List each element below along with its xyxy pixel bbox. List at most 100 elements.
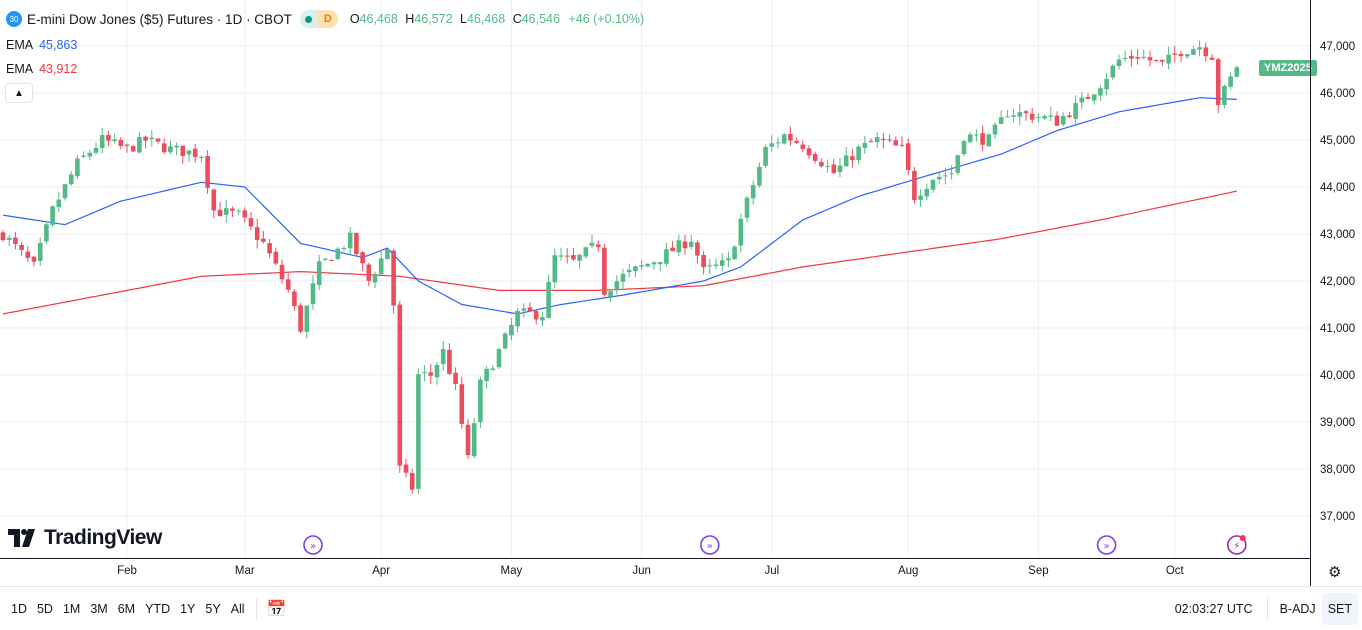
candle-body bbox=[155, 138, 161, 142]
range-ytd[interactable]: YTD bbox=[145, 601, 171, 616]
utc-clock[interactable]: 02:03:27 UTC bbox=[1174, 601, 1253, 616]
ema-fast-legend[interactable]: EMA 45,863 bbox=[6, 38, 77, 52]
candle-body bbox=[633, 266, 638, 272]
candle-body bbox=[664, 249, 669, 264]
candle-body bbox=[831, 164, 837, 173]
candle-body bbox=[1005, 116, 1010, 118]
candle-body bbox=[1197, 47, 1202, 50]
candle-body bbox=[595, 244, 601, 248]
candle-body bbox=[385, 249, 390, 260]
market-status-pill[interactable]: D bbox=[299, 10, 338, 28]
candle-body bbox=[1147, 57, 1153, 61]
candle-body bbox=[757, 166, 762, 186]
collapse-legend-button[interactable]: ▲ bbox=[5, 83, 33, 103]
candle-body bbox=[713, 264, 719, 267]
candle-body bbox=[298, 305, 303, 332]
time-tick-label: Mar bbox=[234, 565, 255, 577]
candle-body bbox=[726, 258, 731, 261]
candle-body bbox=[149, 137, 155, 140]
back-adjust-toggle[interactable]: B-ADJ bbox=[1279, 601, 1316, 616]
candle-body bbox=[37, 242, 43, 262]
candle-body bbox=[583, 247, 589, 257]
open-value: 46,468 bbox=[359, 12, 398, 26]
range-1y[interactable]: 1Y bbox=[180, 601, 196, 616]
candle-body bbox=[254, 227, 260, 241]
candle-body bbox=[1222, 85, 1227, 105]
range-1d[interactable]: 1D bbox=[11, 601, 27, 616]
candle-body bbox=[378, 258, 384, 275]
candle-body bbox=[31, 256, 37, 262]
candle-body bbox=[676, 240, 682, 253]
candle-body bbox=[750, 185, 756, 199]
candle-body bbox=[589, 242, 595, 246]
dividend-icon-glyph: » bbox=[1104, 541, 1110, 552]
candle-body bbox=[980, 133, 985, 145]
candle-body bbox=[1160, 59, 1165, 62]
candle-body bbox=[422, 372, 427, 374]
candle-body bbox=[1011, 115, 1016, 117]
candle-body bbox=[440, 348, 446, 365]
candle-body bbox=[112, 139, 117, 142]
candle-body bbox=[223, 208, 229, 215]
candle-body bbox=[304, 305, 310, 332]
price-tick-label: 39,000 bbox=[1320, 417, 1355, 429]
candle-body bbox=[1184, 54, 1190, 57]
session-toggle[interactable]: SET bbox=[1321, 592, 1358, 625]
candle-body bbox=[850, 156, 855, 161]
settings-gear-icon[interactable]: ⚙ bbox=[1328, 564, 1342, 581]
divider bbox=[255, 597, 257, 620]
candle-body bbox=[812, 154, 818, 161]
symbol-title[interactable]: E-mini Dow Jones ($5) Futures · 1D · CBO… bbox=[27, 11, 292, 27]
candle-body bbox=[571, 255, 576, 260]
range-all[interactable]: All bbox=[230, 601, 245, 616]
candle-body bbox=[881, 138, 886, 141]
go-to-date-calendar-icon[interactable]: 📅 bbox=[266, 600, 287, 618]
dividend-icon bbox=[699, 535, 720, 555]
candle-body bbox=[19, 245, 24, 250]
candle-body bbox=[248, 218, 254, 227]
candle-body bbox=[1178, 53, 1184, 57]
candle-body bbox=[781, 134, 787, 144]
lightning-icon-glyph: ⚡ bbox=[1233, 541, 1240, 552]
candle-body bbox=[1091, 94, 1097, 101]
candle-body bbox=[273, 251, 279, 264]
range-3m[interactable]: 3M bbox=[90, 601, 108, 616]
market-open-icon bbox=[299, 10, 318, 28]
candle-body bbox=[137, 137, 142, 153]
candle-body bbox=[930, 179, 936, 190]
range-5y[interactable]: 5Y bbox=[205, 601, 221, 616]
candle-body bbox=[236, 210, 241, 212]
tradingview-logo[interactable]: TradingView bbox=[8, 526, 162, 550]
candle-body bbox=[775, 142, 781, 144]
candle-body bbox=[0, 232, 6, 241]
candle-body bbox=[186, 150, 192, 155]
candle-body bbox=[106, 134, 111, 141]
time-tick-label: Aug bbox=[897, 565, 919, 577]
candle-body bbox=[6, 237, 12, 240]
range-6m[interactable]: 6M bbox=[117, 601, 136, 616]
candle-body bbox=[943, 175, 948, 177]
candle-body bbox=[639, 265, 644, 267]
candle-body bbox=[1203, 47, 1209, 57]
candle-body bbox=[788, 133, 793, 141]
candle-body bbox=[360, 252, 365, 264]
candle-body bbox=[856, 146, 861, 160]
price-tick-label: 41,000 bbox=[1320, 323, 1355, 335]
close-value: 46,546 bbox=[521, 12, 560, 26]
candle-body bbox=[1042, 116, 1047, 119]
time-axis[interactable]: Feb Mar Apr May Jun Jul Aug Sep Oct bbox=[0, 558, 1310, 586]
price-chart[interactable]: 47,000 46,000 45,000 44,000 43,000 42,000 41,0… bbox=[0, 0, 1362, 558]
high-label: H bbox=[405, 12, 415, 26]
dividend-icon bbox=[1096, 535, 1117, 555]
candle-body bbox=[316, 261, 322, 286]
candle-body bbox=[366, 264, 372, 281]
ema-slow-legend[interactable]: EMA 43,912 bbox=[6, 62, 77, 76]
time-tick-label: Apr bbox=[372, 565, 391, 577]
range-1m[interactable]: 1M bbox=[62, 601, 81, 616]
candle-body bbox=[292, 291, 297, 307]
candle-body bbox=[68, 174, 74, 185]
candle-body bbox=[602, 247, 607, 295]
candle-body bbox=[769, 143, 775, 147]
range-5d[interactable]: 5D bbox=[36, 601, 53, 616]
candle-body bbox=[1110, 65, 1116, 78]
